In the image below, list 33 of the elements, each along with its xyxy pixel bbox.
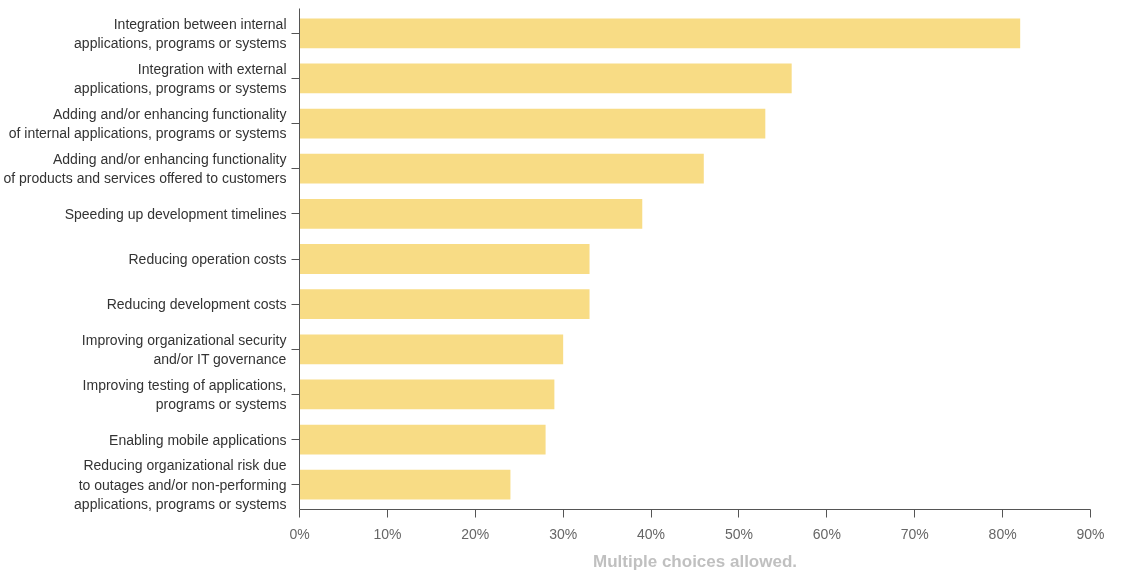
y-tick-label: Integration between internal applications, programs or systems [74, 15, 287, 51]
x-tick-label: 0% [289, 525, 310, 542]
bar [299, 63, 792, 94]
bar [299, 289, 590, 320]
x-tick-label: 40% [637, 525, 666, 542]
bar [299, 198, 643, 229]
x-tick-label: 80% [988, 525, 1017, 542]
y-tick-label: Improving organizational security and/or IT governance [81, 331, 287, 367]
x-tick-label: 10% [373, 525, 402, 542]
y-tick-label: Integration with external applications, programs or systems [74, 60, 287, 97]
bar [299, 334, 564, 365]
bar [299, 469, 511, 500]
x-tick-label: 90% [1076, 525, 1105, 542]
y-tick-label: Reducing development costs [106, 296, 287, 313]
x-tick-label: 50% [724, 525, 753, 542]
x-tick-label: 70% [900, 525, 929, 542]
x-tick-label: 30% [549, 525, 578, 542]
y-tick-label: Speeding up development timelines [64, 205, 287, 222]
x-tick-label: 60% [812, 525, 841, 542]
x-tick-label: 20% [461, 525, 490, 542]
bar [299, 244, 590, 274]
bar [299, 379, 555, 410]
y-tick-label: Reducing organizational risk due to outages and/or non-performing applications, programs or systems [74, 457, 287, 512]
y-tick-label: Adding and/or enhancing functionality of internal applications, programs or systems [8, 105, 287, 142]
y-tick-label: Improving testing of applications, programs or systems [82, 376, 287, 413]
text: Multiple choices allowed. [592, 551, 798, 571]
y-tick-label: Reducing operation costs [128, 251, 287, 267]
y-tick-label: Enabling mobile applications [109, 431, 287, 448]
bar [299, 153, 704, 184]
bar [299, 424, 546, 455]
y-tick-label: Adding and/or enhancing functionality of products and services offered to customers [3, 151, 287, 187]
bar [299, 18, 1021, 49]
bar [299, 108, 766, 139]
